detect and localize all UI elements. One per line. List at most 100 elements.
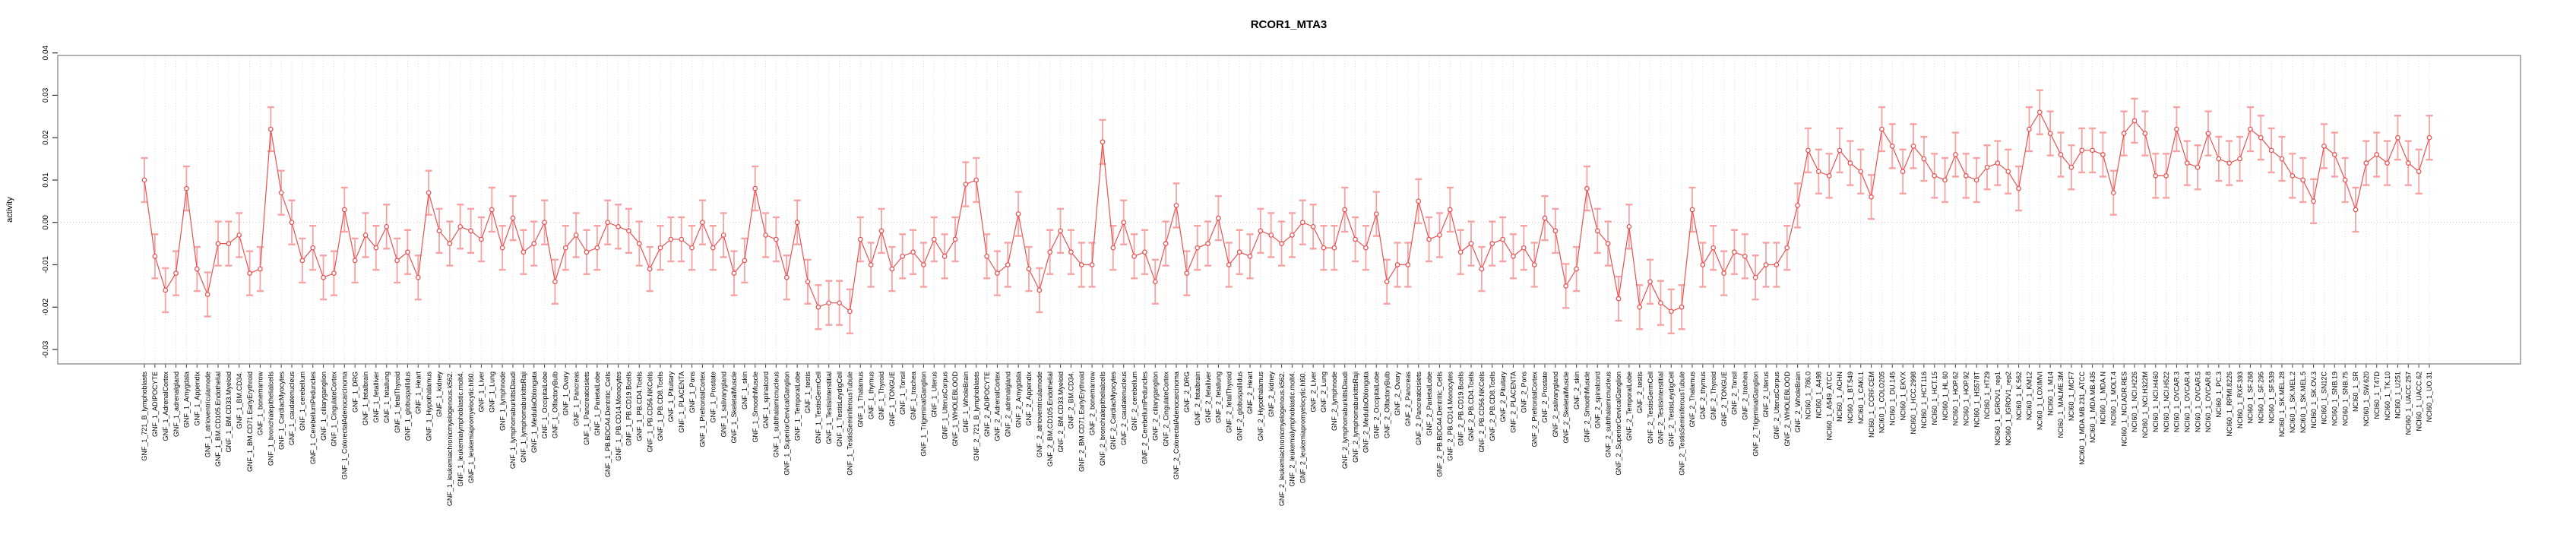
data-point (1068, 249, 1074, 255)
x-tick-label: GNF_2_TestisLeydigCell (1667, 372, 1675, 447)
x-tick-label: NCI60_1_PC.3 (2215, 372, 2223, 418)
x-tick-label: GNF_1_fetalliver (372, 372, 380, 423)
data-point (226, 241, 232, 246)
data-point (573, 232, 579, 238)
data-point (489, 207, 495, 213)
data-point (2300, 177, 2306, 183)
x-tick-label: GNF_2_Tonsil (1731, 372, 1739, 415)
x-tick-label: GNF_1_fetallung (383, 372, 391, 423)
x-tick-label: GNF_2_TemporalLobe (1625, 372, 1633, 441)
data-point (1131, 253, 1137, 259)
x-tick-label: NCI60_1_RPMI.8226 (2226, 372, 2233, 437)
data-point (1837, 147, 1843, 153)
data-point (1521, 245, 1527, 251)
y-tick-label: 0.03 (42, 87, 50, 103)
data-point (889, 266, 895, 272)
data-point (2121, 131, 2127, 136)
x-tick-label: GNF_2_OlfactoryBulb (1383, 372, 1391, 438)
x-tick-label: NCI60_1_CCRF.CEM (1868, 372, 1875, 438)
data-point (2248, 126, 2253, 132)
data-point (2110, 190, 2116, 196)
x-tick-label: GNF_1_thymus (867, 372, 875, 420)
x-tick-label: NCI60_1_NCI.ADR.RES (2120, 372, 2128, 447)
data-point (783, 274, 790, 280)
data-point (984, 253, 989, 259)
x-tick-label: GNF_1_fetalThyroid (394, 372, 401, 433)
y-tick-label: 0.01 (42, 172, 50, 188)
data-point (1531, 262, 1537, 267)
data-point (857, 236, 863, 242)
data-point (1152, 279, 1158, 285)
data-point (1879, 126, 1885, 132)
data-point (2374, 152, 2380, 157)
x-tick-label: GNF_1_Pons (688, 372, 696, 413)
data-point (826, 300, 832, 306)
data-point (731, 270, 737, 277)
x-tick-label: NCI60_1_SF.539 (2267, 372, 2275, 424)
x-tick-label: GNF_1_Tonsil (899, 372, 907, 415)
x-tick-label: GNF_2_PrefrontalCortex (1530, 372, 1538, 447)
x-tick-label: NCI60_1_LOXIMVI (2036, 372, 2043, 430)
data-point (1226, 262, 1232, 267)
x-tick-label: GNF_2_BM.CD71.EarlyErythroid (1078, 372, 1085, 472)
data-point (1110, 245, 1116, 251)
x-tick-label: GNF_1_lymphomaburkittsDaudi (509, 372, 517, 469)
x-tick-label: GNF_1_Uterus (930, 372, 938, 418)
x-tick-label: GNF_1_Amygdala (183, 372, 191, 428)
gridlines (58, 55, 2521, 364)
x-tick-label: GNF_2_Uterus (1762, 372, 1770, 418)
x-tick-label: GNF_2_PB.CD8.Tcells (1489, 372, 1496, 441)
x-tick-label: NCI60_1_OVCAR.8 (2204, 372, 2212, 432)
data-point (1689, 207, 1695, 213)
data-point (1584, 185, 1590, 191)
x-tick-label: GNF_1_lymphnode (498, 372, 506, 431)
x-tick-label: GNF_1_PB.CD56.NKCells (646, 372, 653, 453)
data-point (752, 185, 758, 191)
x-tick-label: GNF_2_ADIPOCYTE (983, 372, 991, 437)
data-point (1373, 211, 1379, 217)
x-tick-label: GNF_2_PB.CD56.NKCells (1478, 372, 1486, 453)
x-tick-label: GNF_1_Pancreaticislets (583, 372, 590, 446)
data-point (1932, 173, 1938, 179)
data-point (1457, 249, 1464, 255)
x-tick-label: NCI60_1_BT.549 (1847, 372, 1854, 424)
data-point (2100, 152, 2106, 157)
data-point (1805, 147, 1811, 153)
data-point (1100, 139, 1106, 145)
x-tick-label: NCI60_1_CAKI.1 (1857, 372, 1865, 424)
data-point (1036, 287, 1043, 293)
x-tick-label: GNF_2_skin (1573, 372, 1581, 409)
x-tick-label: GNF_2_Liver (1309, 372, 1317, 413)
data-point (267, 126, 274, 132)
data-point (468, 228, 473, 234)
data-point (1858, 169, 1864, 175)
error-bars (141, 89, 2433, 335)
data-point (1184, 270, 1190, 277)
data-point (2047, 131, 2053, 136)
data-point (152, 253, 158, 259)
x-tick-label: GNF_2_Amygdala (1014, 372, 1022, 428)
x-tick-label: GNF_1_Ovary (562, 372, 569, 416)
x-tick-label: GNF_2_fetallung (1215, 372, 1223, 423)
x-tick-label: GNF_1_SkeletalMuscle (730, 372, 738, 444)
x-tick-label: GNF_2_Heart (1246, 372, 1254, 415)
data-point (2385, 160, 2390, 166)
data-point (1784, 245, 1790, 251)
data-point (931, 236, 937, 242)
x-tick-label: NCI60_1_NCI.H460 (2152, 372, 2160, 432)
x-tick-label: GNF_2_Ovary (1394, 372, 1401, 416)
data-point (426, 190, 432, 196)
x-tick-label: NCI60_1_HOP.92 (1962, 372, 1970, 425)
data-point (2068, 164, 2074, 170)
x-tick-label: GNF_2_globuspallidus (1236, 372, 1243, 441)
x-tick-label: GNF_1_subthalamicnucleus (773, 372, 780, 458)
x-tick-label: GNF_1_TONGUE (888, 372, 896, 426)
x-tick-label: GNF_2_SmoothMuscle (1584, 372, 1591, 443)
data-point (2321, 143, 2327, 149)
data-point (1416, 198, 1422, 204)
x-tick-label: GNF_1_salivarygland (720, 372, 727, 438)
x-tick-label: GNF_1_leukemiachronicmyelogenous.k562. (446, 372, 454, 506)
data-point (1216, 215, 1221, 221)
x-tick-label: GNF_1_Thyroid (878, 372, 885, 420)
x-tick-label: GNF_1_TemporalLobe (793, 372, 801, 441)
